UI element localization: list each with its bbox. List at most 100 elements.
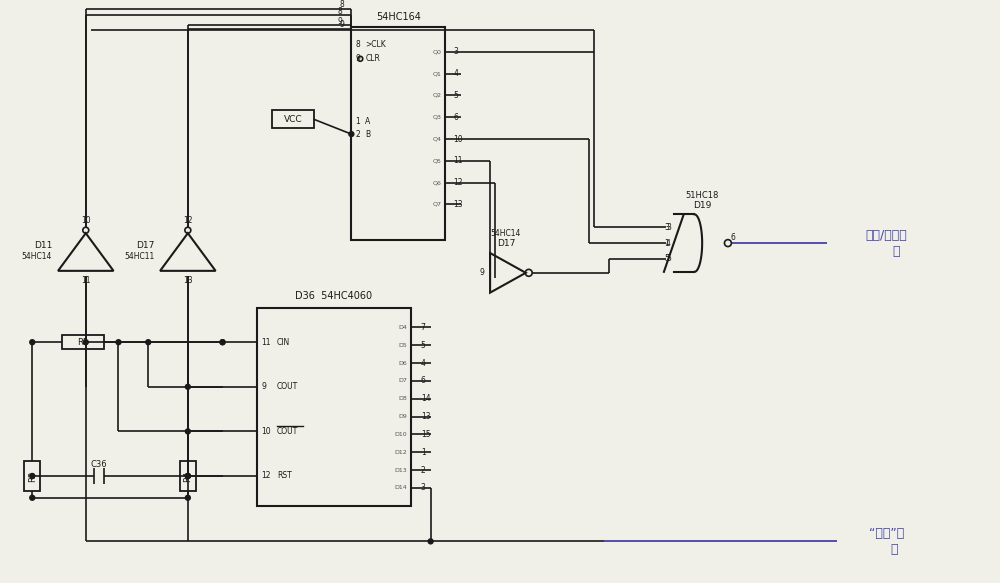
Text: 2: 2	[355, 129, 360, 139]
Text: D7: D7	[398, 378, 407, 384]
Text: D36  54HC4060: D36 54HC4060	[295, 290, 373, 301]
Text: D10: D10	[394, 432, 407, 437]
Text: 1: 1	[355, 117, 360, 126]
Text: 号: 号	[891, 543, 898, 556]
Text: D17: D17	[497, 238, 515, 248]
Text: RST: RST	[277, 472, 292, 480]
Text: 2: 2	[421, 466, 425, 475]
Text: B: B	[365, 129, 370, 139]
Text: COUT: COUT	[277, 427, 298, 436]
Text: R4: R4	[183, 470, 192, 482]
Text: 12: 12	[183, 216, 193, 225]
Text: 3: 3	[666, 223, 671, 232]
Circle shape	[83, 340, 88, 345]
Bar	[272, 110, 314, 128]
Text: 54HC14: 54HC14	[22, 252, 52, 261]
Text: Q3: Q3	[433, 115, 442, 120]
Text: COUT: COUT	[277, 382, 298, 391]
Text: D9: D9	[398, 414, 407, 419]
Circle shape	[116, 340, 121, 345]
Text: 5: 5	[421, 340, 426, 350]
Text: 9: 9	[339, 20, 344, 29]
Text: 10: 10	[453, 135, 463, 143]
Circle shape	[185, 384, 190, 389]
Text: >CLK: >CLK	[365, 40, 386, 50]
Circle shape	[30, 340, 35, 345]
Text: 3: 3	[664, 223, 669, 232]
Circle shape	[185, 473, 190, 479]
Text: D19: D19	[693, 201, 711, 210]
Text: 6: 6	[453, 113, 458, 122]
Text: 9: 9	[355, 54, 360, 64]
Text: 4: 4	[666, 238, 671, 248]
Circle shape	[185, 473, 190, 479]
Text: 13: 13	[183, 276, 193, 285]
Circle shape	[30, 496, 35, 500]
Text: 8: 8	[355, 40, 360, 50]
Text: 12: 12	[261, 472, 271, 480]
Text: D14: D14	[394, 486, 407, 490]
Text: CIN: CIN	[277, 338, 290, 347]
Text: 3: 3	[453, 47, 458, 57]
Bar	[257, 307, 411, 505]
Text: 6: 6	[421, 377, 426, 385]
Text: Q0: Q0	[433, 50, 442, 54]
Text: Q4: Q4	[433, 136, 442, 142]
Text: 13: 13	[421, 412, 430, 421]
Circle shape	[146, 340, 151, 345]
Text: CLR: CLR	[365, 54, 380, 64]
Text: 令: 令	[893, 244, 900, 258]
Text: Q5: Q5	[433, 159, 442, 163]
Text: D12: D12	[394, 449, 407, 455]
Text: 14: 14	[421, 394, 430, 403]
Text: Q6: Q6	[433, 180, 442, 185]
Text: 51HC18: 51HC18	[685, 191, 719, 200]
Text: D11: D11	[34, 241, 52, 250]
Text: 5: 5	[664, 254, 669, 264]
Text: 5: 5	[666, 254, 671, 264]
Circle shape	[185, 429, 190, 434]
Text: 10: 10	[81, 216, 91, 225]
Circle shape	[220, 340, 225, 345]
Bar	[62, 335, 104, 349]
Text: 1: 1	[664, 238, 669, 248]
Text: VCC: VCC	[284, 115, 302, 124]
Text: 13: 13	[453, 200, 463, 209]
Text: “喟狗”信: “喟狗”信	[869, 527, 904, 540]
Text: 4: 4	[453, 69, 458, 78]
Circle shape	[428, 539, 433, 544]
Text: 12: 12	[453, 178, 463, 187]
Circle shape	[185, 496, 190, 500]
Text: Q2: Q2	[433, 93, 442, 98]
Bar	[351, 27, 445, 240]
Text: 5: 5	[453, 91, 458, 100]
Text: A: A	[365, 117, 370, 126]
Circle shape	[185, 473, 190, 479]
Text: Q1: Q1	[433, 71, 442, 76]
Text: 11: 11	[261, 338, 271, 347]
Circle shape	[30, 473, 35, 479]
Text: 9: 9	[337, 17, 342, 26]
Text: D6: D6	[398, 360, 407, 366]
Text: 7: 7	[421, 323, 426, 332]
Text: D13: D13	[394, 468, 407, 473]
Text: 54HC164: 54HC164	[376, 12, 421, 22]
Text: 54HC11: 54HC11	[124, 252, 154, 261]
Text: 11: 11	[81, 276, 91, 285]
Text: 开主/备机指: 开主/备机指	[866, 229, 907, 242]
Text: 15: 15	[421, 430, 430, 439]
Text: C36: C36	[90, 459, 107, 469]
Text: 54HC14: 54HC14	[491, 229, 521, 238]
Text: 11: 11	[453, 156, 463, 166]
Text: 9: 9	[480, 268, 485, 278]
Text: 8: 8	[337, 7, 342, 16]
Circle shape	[220, 340, 225, 345]
Text: 4: 4	[421, 359, 426, 367]
Text: 8: 8	[339, 0, 344, 9]
Text: D17: D17	[136, 241, 154, 250]
Text: 3: 3	[421, 483, 426, 493]
Circle shape	[349, 132, 354, 136]
Text: 9: 9	[261, 382, 266, 391]
Text: D8: D8	[398, 396, 407, 401]
Text: R3: R3	[28, 470, 37, 482]
